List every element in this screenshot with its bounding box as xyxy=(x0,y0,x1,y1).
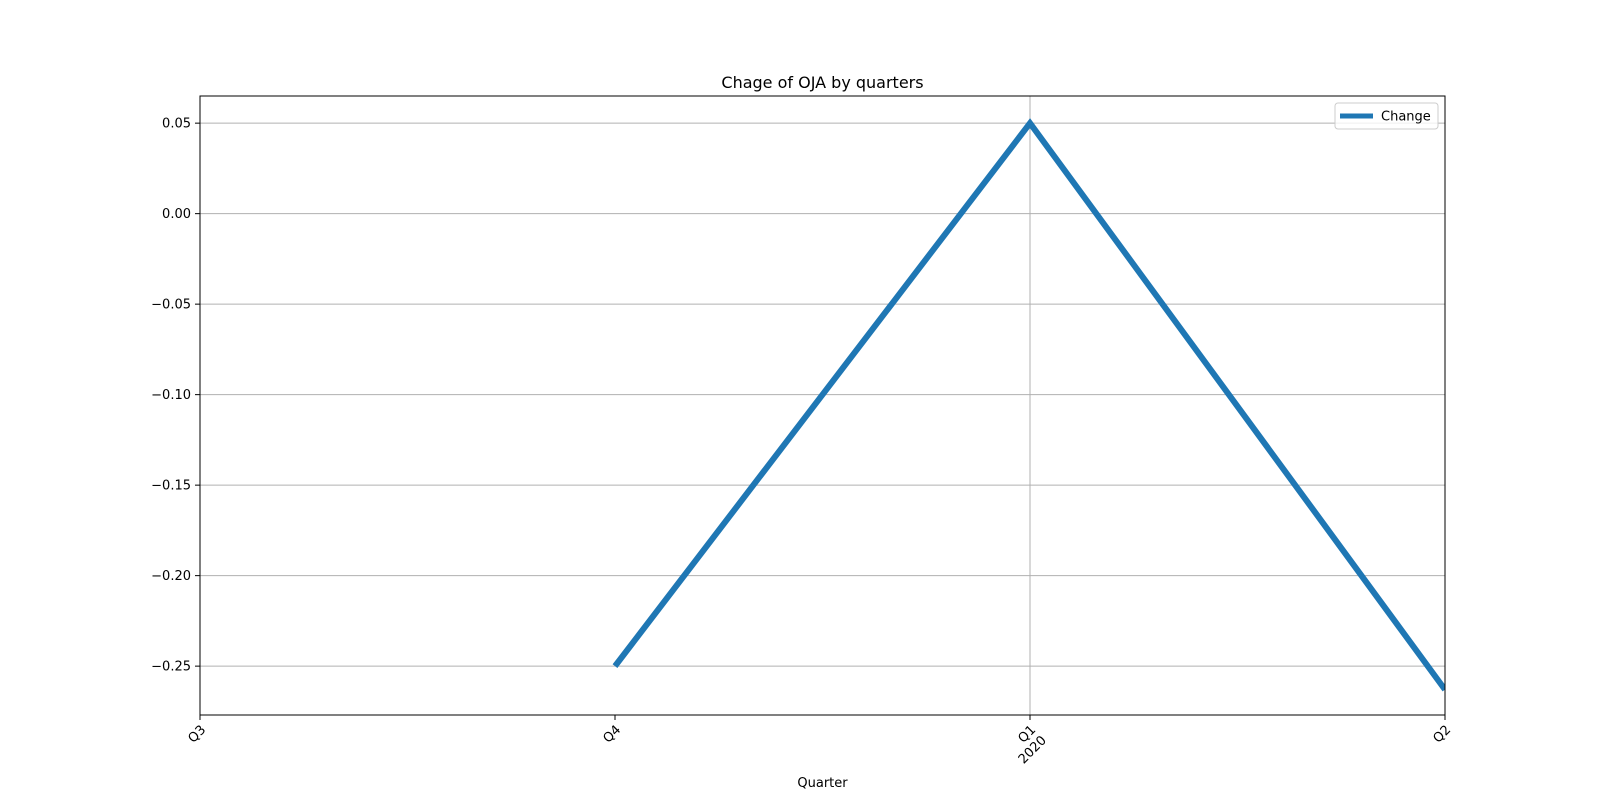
y-axis: 0.05 0.00 −0.05 −0.10 −0.15 −0.20 −0.25 xyxy=(151,117,200,675)
y-tick-label: −0.15 xyxy=(151,479,191,494)
x-axis-label: Quarter xyxy=(797,776,848,791)
plot-frame xyxy=(199,95,1446,716)
legend: Change xyxy=(1334,102,1439,130)
y-tick-label: −0.20 xyxy=(151,569,191,584)
series-line-change xyxy=(612,118,1445,692)
y-tick-label: 0.00 xyxy=(162,207,191,222)
y-tick-label: 0.05 xyxy=(162,117,191,132)
y-tick-label: −0.10 xyxy=(151,388,191,403)
grid xyxy=(200,96,1445,715)
y-tick-label: −0.25 xyxy=(151,660,191,675)
legend-box xyxy=(1334,102,1439,130)
y-tick-label: −0.05 xyxy=(151,298,191,313)
chart-title: Chage of OJA by quarters xyxy=(721,73,923,92)
series-layer xyxy=(612,118,1445,692)
legend-label-change: Change xyxy=(1381,110,1431,125)
